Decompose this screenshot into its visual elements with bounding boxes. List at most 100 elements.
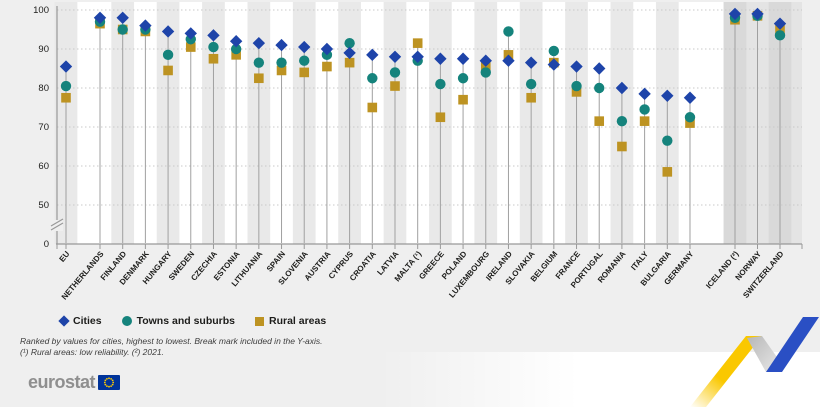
rural-marker — [61, 92, 71, 103]
bottom-right-white-area — [380, 352, 820, 407]
cities-marker — [456, 52, 470, 65]
data-column-finland — [116, 11, 129, 243]
y-axis-label: 0 — [44, 239, 49, 250]
y-axis-label: 80 — [38, 83, 49, 94]
towns-marker — [457, 73, 469, 84]
cities-marker — [116, 11, 129, 24]
towns-marker — [117, 24, 128, 35]
data-column-italy — [638, 87, 651, 243]
rural-marker — [208, 53, 219, 64]
towns-marker — [389, 67, 401, 78]
towns-marker — [503, 26, 514, 37]
towns-marker — [616, 115, 628, 127]
data-column-germany — [683, 91, 697, 243]
rural-marker — [276, 65, 287, 76]
x-axis-label: SWITZERLAND — [741, 249, 785, 300]
rural-marker — [185, 42, 196, 52]
data-column-estonia — [229, 35, 243, 243]
cities-marker — [593, 62, 606, 75]
data-column-croatia — [366, 48, 379, 243]
data-column-austria — [320, 42, 334, 243]
towns-marker — [480, 67, 491, 78]
towns-marker — [662, 135, 673, 146]
y-axis-label: 70 — [38, 122, 49, 133]
towns-marker — [208, 41, 219, 53]
cities-marker — [275, 38, 288, 52]
y-axis-label: 100 — [33, 5, 49, 16]
ribbon-yellow-stroke — [690, 336, 762, 407]
chart-legend: Cities Towns and suburbs Rural areas — [58, 315, 326, 327]
data-column-france — [570, 60, 583, 243]
towns-circle-icon — [121, 316, 132, 326]
eu-flag-icon — [98, 375, 121, 390]
data-column-hungary — [161, 25, 175, 243]
rural-marker — [322, 61, 332, 72]
ribbon-blue-stroke — [766, 317, 819, 372]
rural-marker — [458, 94, 468, 105]
cities-marker — [229, 35, 243, 48]
towns-marker — [60, 80, 72, 92]
cities-marker — [139, 19, 152, 32]
cities-marker — [751, 7, 764, 21]
cities-marker — [547, 58, 561, 71]
cities-marker — [524, 56, 538, 69]
gridlines — [57, 9, 802, 206]
data-column-latvia — [388, 50, 402, 243]
legend-label-rural: Rural areas — [269, 315, 327, 327]
rural-marker — [367, 102, 378, 113]
data-column-belgium — [547, 45, 561, 243]
rural-marker — [254, 73, 264, 84]
data-column-romania — [615, 81, 629, 243]
data-column-switzerland — [773, 17, 787, 243]
towns-marker — [367, 73, 378, 84]
rural-marker — [390, 81, 400, 91]
footnote-line-1: Ranked by values for cities, highest to … — [20, 336, 323, 346]
rural-marker — [435, 112, 446, 123]
cities-marker — [161, 25, 175, 38]
axes — [56, 6, 802, 245]
towns-marker — [276, 57, 287, 68]
chart-footnotes: Ranked by values for cities, highest to … — [20, 336, 323, 357]
cities-diamond-icon — [58, 315, 70, 327]
dot-plot-chart: EUNETHERLANDSFINLANDDENMARKHUNGARYSWEDEN… — [33, 2, 803, 302]
cities-marker — [388, 50, 402, 63]
plot-bands — [54, 2, 802, 244]
legend-label-cities: Cities — [73, 315, 102, 327]
legend-label-towns: Towns and suburbs — [136, 315, 235, 327]
data-column-cyprus — [343, 37, 356, 243]
x-axis-labels: EUNETHERLANDSFINLANDDENMARKHUNGARYSWEDEN… — [56, 244, 803, 302]
decorative-ribbon-graphic — [690, 317, 819, 407]
data-column-greece — [434, 52, 447, 243]
cities-marker — [728, 7, 742, 21]
towns-marker — [162, 49, 174, 61]
cities-marker — [773, 17, 787, 30]
y-axis-label: 50 — [38, 200, 49, 211]
cities-marker — [570, 60, 583, 73]
data-column-malta — [411, 38, 424, 243]
cities-marker — [479, 54, 492, 67]
data-column-czechia — [207, 29, 220, 243]
cities-marker — [184, 27, 197, 40]
data-column-iceland — [728, 7, 742, 243]
legend-item-towns: Towns and suburbs — [121, 315, 235, 327]
footnote-line-2: (¹) Rural areas: low reliability. (²) 20… — [20, 346, 164, 357]
data-column-slovakia — [524, 56, 538, 243]
cities-marker — [59, 60, 73, 73]
cities-marker — [411, 50, 424, 63]
rural-marker — [231, 50, 241, 60]
rural-marker — [163, 65, 173, 76]
rural-marker — [685, 118, 695, 128]
data-column-poland — [456, 52, 470, 243]
legend-item-rural: Rural areas — [255, 315, 326, 327]
rural-marker — [526, 92, 536, 103]
legend-item-cities: Cities — [58, 315, 102, 327]
data-column-slovenia — [298, 40, 311, 243]
x-axis-label: ICELAND (²) — [704, 249, 741, 290]
rural-marker — [617, 141, 627, 152]
towns-marker — [344, 37, 355, 49]
x-axis-label: EU — [57, 249, 71, 263]
cities-marker — [298, 40, 311, 54]
y-axis-label: 90 — [38, 44, 49, 55]
rural-marker — [412, 38, 423, 48]
